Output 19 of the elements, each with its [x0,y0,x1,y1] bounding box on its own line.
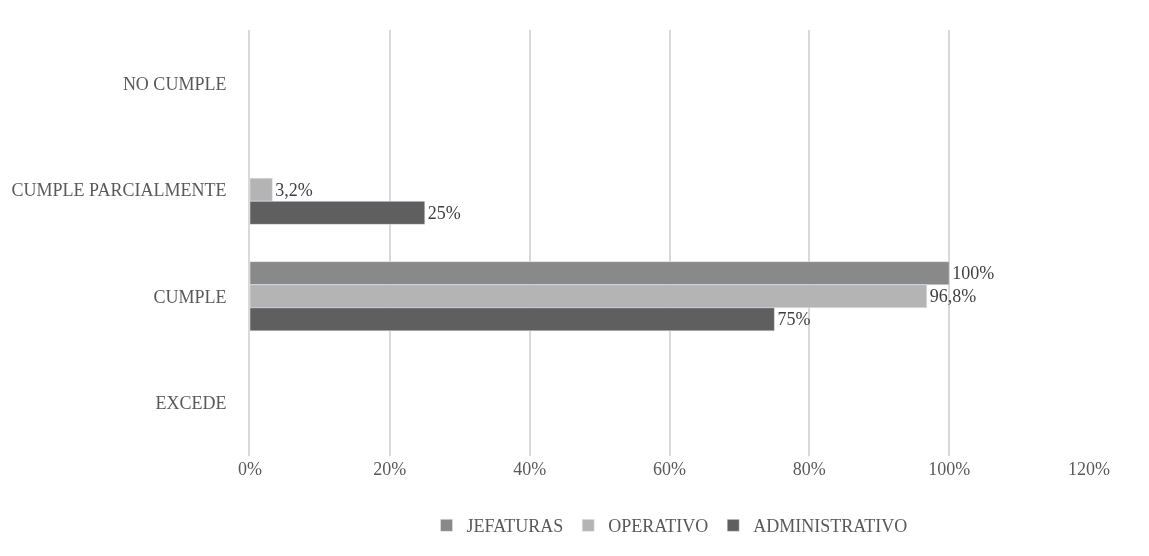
y-tick-label: CUMPLE PARCIALMENTE [11,180,227,201]
x-tick-label: 20% [373,459,407,479]
y-tick-label: NO CUMPLE [122,73,227,94]
x-tick-label: 120% [1068,459,1110,479]
data-label: 75% [777,309,811,330]
x-tick-label: 100% [928,459,971,479]
data-label: 96,8% [929,286,977,307]
y-tick-label: EXCEDE [155,393,227,414]
legend-label: ADMINISTRATIVO [753,516,908,537]
data-label: 25% [427,202,461,223]
x-tick-label: 80% [792,459,826,479]
legend-label: JEFATURAS [466,516,564,537]
legend-label: OPERATIVO [608,516,709,537]
x-tick-label: 60% [653,459,686,479]
data-label: 100% [952,263,995,284]
y-tick-label: CUMPLE [153,286,227,307]
x-tick-label: 40% [513,459,547,479]
x-tick-label: 0% [238,459,262,479]
data-label: 3,2% [275,179,313,200]
